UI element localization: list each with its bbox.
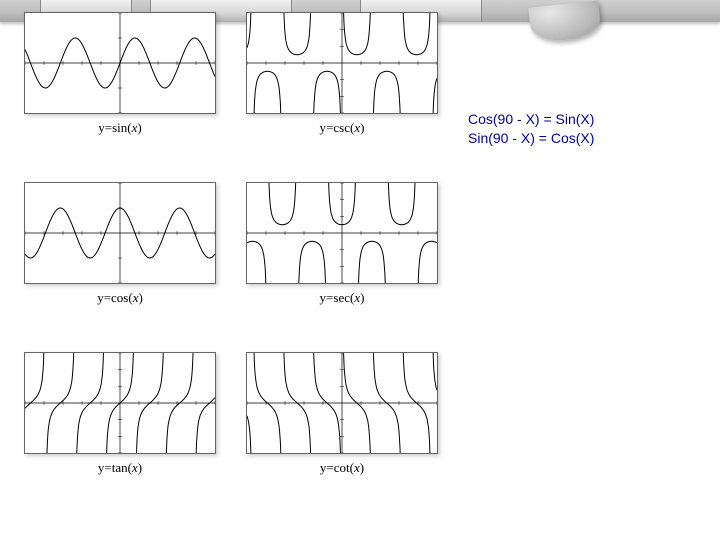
plot-csc: y=csc(x) [242, 12, 442, 152]
plot-grid: y=sin(x) y=csc(x) y=cos(x) y=sec(x) y=tan(x)… [20, 12, 442, 492]
plot-label-cos: y=cos(x) [97, 290, 143, 306]
trig-identities-text: Cos(90 - X) = Sin(X) Sin(90 - X) = Cos(X… [468, 110, 594, 148]
plot-cot: y=cot(x) [242, 352, 442, 492]
plot-label-cot: y=cot(x) [320, 460, 364, 476]
plot-label-tan: y=tan(x) [98, 460, 142, 476]
plot-cos: y=cos(x) [20, 182, 220, 322]
header-curl-decoration [528, 0, 601, 43]
plot-sec: y=sec(x) [242, 182, 442, 322]
plot-tan: y=tan(x) [20, 352, 220, 492]
plot-label-csc: y=csc(x) [320, 120, 365, 136]
identity-line: Sin(90 - X) = Cos(X) [468, 129, 594, 148]
plot-sin: y=sin(x) [20, 12, 220, 152]
plot-label-sin: y=sin(x) [98, 120, 141, 136]
plot-label-sec: y=sec(x) [320, 290, 365, 306]
identity-line: Cos(90 - X) = Sin(X) [468, 110, 594, 129]
